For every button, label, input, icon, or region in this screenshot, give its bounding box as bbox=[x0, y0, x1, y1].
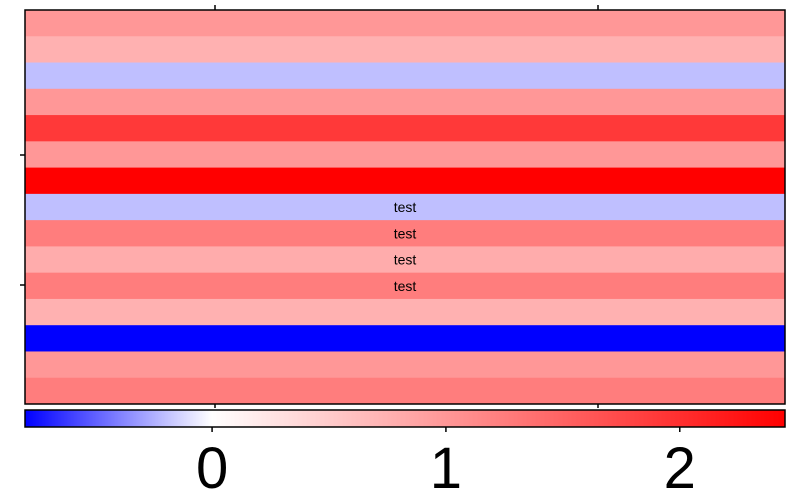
heatmap-cell-label: test bbox=[394, 225, 417, 241]
heatmap-cell bbox=[25, 88, 785, 116]
heatmap-cell-labels: test test test test bbox=[394, 199, 417, 294]
heatmap-cell bbox=[25, 36, 785, 64]
heatmap-cell bbox=[25, 246, 785, 274]
heatmap-cell bbox=[25, 325, 785, 352]
heatmap-cell-label: test bbox=[394, 278, 417, 294]
heatmap-cell bbox=[25, 298, 785, 326]
heatmap-cell bbox=[25, 62, 785, 90]
heatmap-cell bbox=[25, 351, 785, 379]
heatmap-cell bbox=[25, 377, 785, 405]
heatmap-cell bbox=[25, 193, 785, 221]
plot-ticks bbox=[20, 5, 599, 408]
colorbar-tick-labels: 0 1 2 bbox=[196, 436, 696, 494]
heatmap-cell bbox=[25, 167, 785, 195]
plot-frame bbox=[24, 9, 786, 405]
heatmap-cell bbox=[25, 272, 785, 300]
heatmap-cell bbox=[25, 220, 785, 247]
heatmap-cell-label: test bbox=[394, 252, 417, 268]
colorbar-ticks bbox=[211, 427, 681, 432]
heatmap-cell bbox=[25, 141, 785, 169]
colorbar-tick-label: 0 bbox=[196, 436, 228, 494]
heatmap-cell-label: test bbox=[394, 199, 417, 215]
heatmap-rows bbox=[25, 10, 785, 405]
heatmap-cell bbox=[25, 115, 785, 142]
heatmap-cell bbox=[25, 10, 785, 37]
colorbar bbox=[24, 409, 786, 428]
colorbar-tick-label: 2 bbox=[664, 436, 696, 494]
colorbar-tick-label: 1 bbox=[430, 436, 462, 494]
